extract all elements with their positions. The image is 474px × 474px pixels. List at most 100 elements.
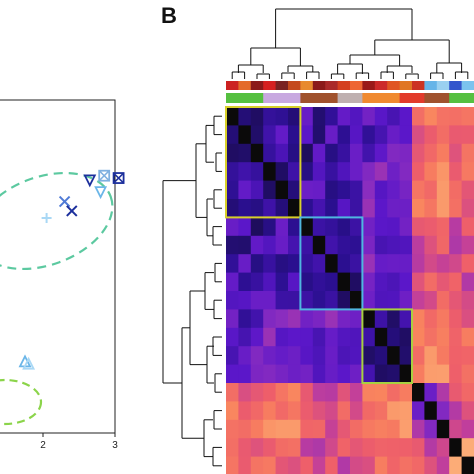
heatmap-cell xyxy=(412,364,425,384)
heatmap-cell xyxy=(412,235,425,255)
heatmap-cell xyxy=(449,217,463,237)
heatmap-cell xyxy=(449,419,463,439)
heatmap-cell xyxy=(374,383,388,402)
heatmap-cell xyxy=(263,291,277,310)
heatmap-cell xyxy=(461,456,474,474)
heatmap-cell xyxy=(436,272,450,292)
heatmap-cell xyxy=(312,419,326,439)
heatmap-cell xyxy=(399,364,413,384)
heatmap-cell xyxy=(288,364,301,384)
heatmap-cell xyxy=(399,291,413,310)
annotation-cell-top xyxy=(238,81,252,90)
heatmap-cell xyxy=(238,107,252,126)
heatmap-cell xyxy=(424,291,438,310)
annotation-cell-bottom xyxy=(412,93,425,103)
heatmap-cell xyxy=(362,438,376,458)
cluster-box-1 xyxy=(225,106,302,219)
heatmap-cell xyxy=(275,217,289,237)
heatmap-cell xyxy=(399,235,413,255)
heatmap-cell xyxy=(424,107,438,126)
heatmap-cell xyxy=(250,291,264,310)
heatmap-cell xyxy=(275,438,289,458)
heatmap-cell xyxy=(374,419,388,439)
annotation-cell-top xyxy=(226,81,239,90)
heatmap-cell xyxy=(461,291,474,310)
heatmap-cell xyxy=(300,327,314,347)
heatmap-cell xyxy=(374,180,388,200)
heatmap-cell xyxy=(436,143,450,163)
heatmap-cell xyxy=(337,107,351,126)
heatmap-cell xyxy=(263,180,277,200)
annotation-cell-bottom xyxy=(325,93,339,103)
heatmap-cell xyxy=(263,364,277,384)
scatter-panel: 2 3 xyxy=(0,99,125,451)
heatmap-cell xyxy=(288,327,301,347)
heatmap-cell xyxy=(436,456,450,474)
heatmap-cell xyxy=(449,401,463,421)
heatmap-cell xyxy=(275,364,289,384)
heatmap-cell xyxy=(424,199,438,218)
heatmap-cell xyxy=(350,383,363,402)
heatmap-cell xyxy=(362,383,376,402)
heatmap-cell xyxy=(461,419,474,439)
heatmap-cell xyxy=(424,180,438,200)
heatmap-cell xyxy=(325,327,339,347)
heatmap-cell xyxy=(424,456,438,474)
heatmap-cell xyxy=(226,217,239,237)
heatmap-cell xyxy=(461,401,474,421)
heatmap-cell xyxy=(288,438,301,458)
heatmap-cell xyxy=(387,217,401,237)
heatmap-cell xyxy=(325,180,339,200)
heatmap-cell xyxy=(312,456,326,474)
heatmap-cell xyxy=(461,272,474,292)
heatmap-cell xyxy=(250,254,264,274)
heatmap-cell xyxy=(424,346,438,366)
heatmap-cell xyxy=(238,327,252,347)
heatmap-cell xyxy=(412,162,425,182)
heatmap-cell xyxy=(399,383,413,402)
heatmap-cell xyxy=(288,254,301,274)
heatmap-cell xyxy=(337,254,351,274)
heatmap-cell xyxy=(300,456,314,474)
heatmap-cell xyxy=(312,143,326,163)
panel-label-b: B xyxy=(161,3,177,28)
heatmap-cell xyxy=(263,438,277,458)
heatmap-cell xyxy=(374,456,388,474)
heatmap-cell xyxy=(362,401,376,421)
heatmap-cell xyxy=(226,291,239,310)
annotation-cell-top xyxy=(300,81,314,90)
heatmap-cell xyxy=(387,438,401,458)
heatmap-cell xyxy=(449,107,463,126)
heatmap-cell xyxy=(436,383,450,402)
heatmap-cell xyxy=(399,346,413,366)
heatmap-cell xyxy=(238,125,252,145)
heatmap-cell xyxy=(288,272,301,292)
annotation-cell-bottom xyxy=(362,93,376,103)
heatmap-cell xyxy=(424,327,438,347)
annotation-cell-top xyxy=(461,81,474,90)
heatmap-cell xyxy=(238,272,252,292)
heatmap-cell xyxy=(350,180,363,200)
heatmap-cell xyxy=(263,309,277,329)
heatmap-cell xyxy=(436,327,450,347)
heatmap-cell xyxy=(362,162,376,182)
heatmap-cell xyxy=(449,438,463,458)
heatmap-cell xyxy=(337,217,351,237)
heatmap-cell xyxy=(275,272,289,292)
heatmap-cell xyxy=(300,180,314,200)
heatmap-cell xyxy=(412,291,425,310)
heatmap-cell xyxy=(312,364,326,384)
heatmap-cell xyxy=(275,143,289,163)
heatmap-cell xyxy=(312,327,326,347)
heatmap-cell xyxy=(275,383,289,402)
heatmap-cell xyxy=(424,438,438,458)
heatmap-cell xyxy=(399,180,413,200)
heatmap-cell xyxy=(238,364,252,384)
heatmap-cell xyxy=(300,217,314,237)
heatmap-cell xyxy=(387,180,401,200)
annotation-cell-top xyxy=(399,81,413,90)
heatmap-cell xyxy=(275,419,289,439)
annotation-cell-bottom xyxy=(288,93,301,103)
heatmap-cell xyxy=(424,235,438,255)
